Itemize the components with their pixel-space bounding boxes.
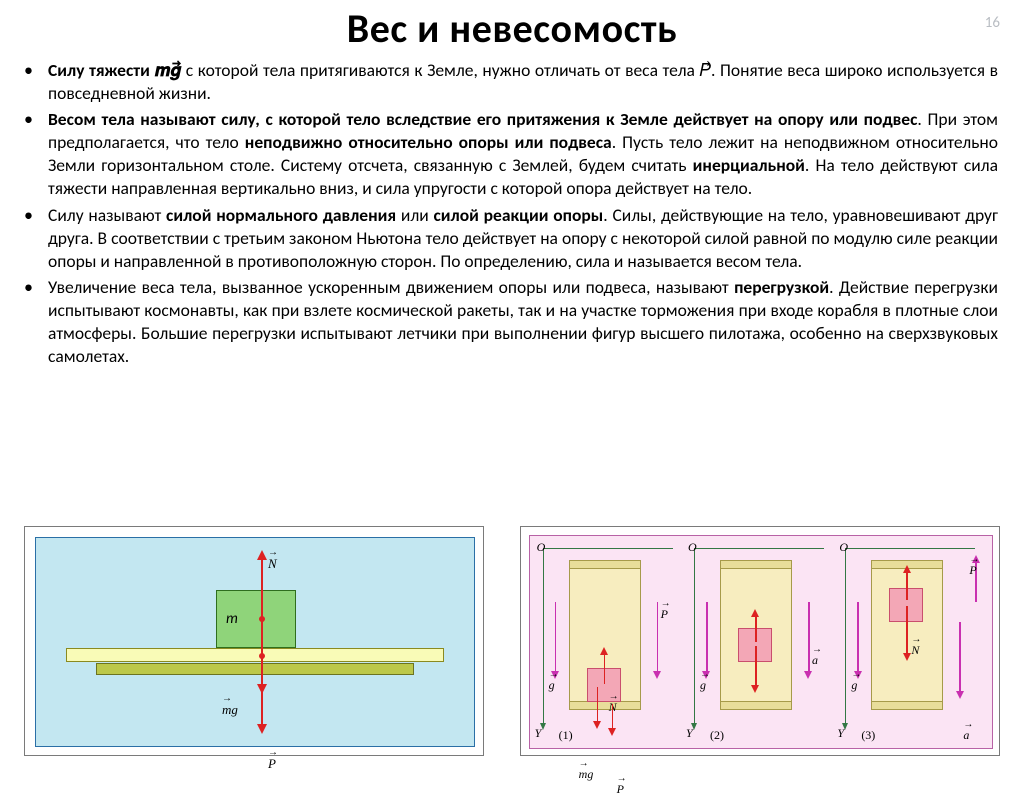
lbl-Y-3: Y bbox=[837, 726, 844, 741]
figure-A: m N mg P bbox=[35, 537, 475, 747]
bullet-list: Силу тяжести 𝒎𝒈⃗ с которой тела притягив… bbox=[0, 53, 1024, 368]
arrow-P bbox=[261, 658, 263, 726]
lbl-Y-2: Y bbox=[686, 726, 693, 741]
panel-1: O Y g P N mg bbox=[537, 542, 683, 742]
page-number: 16 bbox=[985, 14, 1000, 32]
arrow-N-2 bbox=[755, 616, 757, 642]
lbl-num-2: (2) bbox=[710, 728, 724, 743]
lbl-O-3: O bbox=[839, 540, 848, 555]
panel-3: O Y g P a N (3) bbox=[839, 542, 985, 742]
lbl-g-3: g bbox=[851, 678, 997, 693]
figure-A-frame: m N mg P bbox=[24, 526, 484, 756]
arrow-g-3 bbox=[857, 602, 859, 672]
lbl-O-1: O bbox=[537, 540, 546, 555]
bullet-3: Силу называют силой нормального давления… bbox=[48, 204, 998, 273]
figures-row: m N mg P O Y bbox=[0, 526, 1024, 756]
arrow-N-3 bbox=[906, 572, 908, 600]
lbl-g-2: g bbox=[700, 678, 846, 693]
arrow-mg-2 bbox=[755, 646, 757, 686]
arrow-a-2 bbox=[808, 602, 810, 672]
axis-x-3 bbox=[845, 548, 975, 549]
b1-mid: с которой тела притягиваются к Земле, ну… bbox=[181, 59, 699, 81]
label-m: m bbox=[226, 610, 238, 628]
axis-y-2 bbox=[694, 548, 695, 724]
axis-y-3 bbox=[845, 548, 846, 724]
formula-P: 𝑃⃗ bbox=[699, 60, 710, 80]
lbl-Pout-3: P bbox=[969, 563, 1024, 578]
elev-ceil-2 bbox=[721, 561, 791, 569]
elev-floor-3 bbox=[872, 701, 942, 709]
lbl-g-1: g bbox=[549, 678, 695, 693]
arrow-g-1 bbox=[555, 602, 557, 672]
arrow-mg-1 bbox=[597, 687, 599, 722]
elev-floor-2 bbox=[721, 701, 791, 709]
arrow-mg-3 bbox=[906, 606, 908, 654]
lbl-Pbox-1: P bbox=[617, 782, 763, 797]
figure-B-frame: O Y g P N mg bbox=[520, 526, 1000, 756]
bullet-2: Весом тела называют силу, с которой тело… bbox=[48, 108, 998, 200]
b1-pre: Силу тяжести bbox=[48, 59, 154, 81]
arrow-N-1 bbox=[604, 654, 606, 684]
figure-B: O Y g P N mg bbox=[529, 535, 993, 749]
lbl-num-3: (3) bbox=[861, 728, 875, 743]
slide-title: Вес и невесомость bbox=[0, 0, 1024, 53]
arrow-g-2 bbox=[706, 602, 708, 672]
lbl-Y-1: Y bbox=[535, 726, 542, 741]
elev-ceil-1 bbox=[570, 561, 640, 569]
axis-x-1 bbox=[543, 548, 673, 549]
axis-x-2 bbox=[694, 548, 824, 549]
arrow-Pbox-1 bbox=[612, 704, 614, 729]
arrow-N bbox=[261, 558, 263, 618]
axis-y-1 bbox=[543, 548, 544, 724]
lbl-mg-1: mg bbox=[579, 767, 725, 782]
lbl-a-3: a bbox=[963, 728, 1024, 743]
bullet-4: Увеличение веса тела, вызванное ускоренн… bbox=[48, 276, 998, 368]
table-support bbox=[96, 663, 414, 675]
table-surface bbox=[66, 648, 444, 662]
bullet-1: Силу тяжести 𝒎𝒈⃗ с которой тела притягив… bbox=[48, 59, 998, 105]
panel-2: O Y g a (2) bbox=[688, 542, 834, 742]
lbl-num-1: (1) bbox=[559, 728, 573, 743]
arrow-P-1 bbox=[657, 602, 659, 672]
formula-mg: 𝒎𝒈⃗ bbox=[154, 60, 181, 80]
lbl-N-3: N bbox=[911, 643, 1024, 658]
lbl-O-2: O bbox=[688, 540, 697, 555]
